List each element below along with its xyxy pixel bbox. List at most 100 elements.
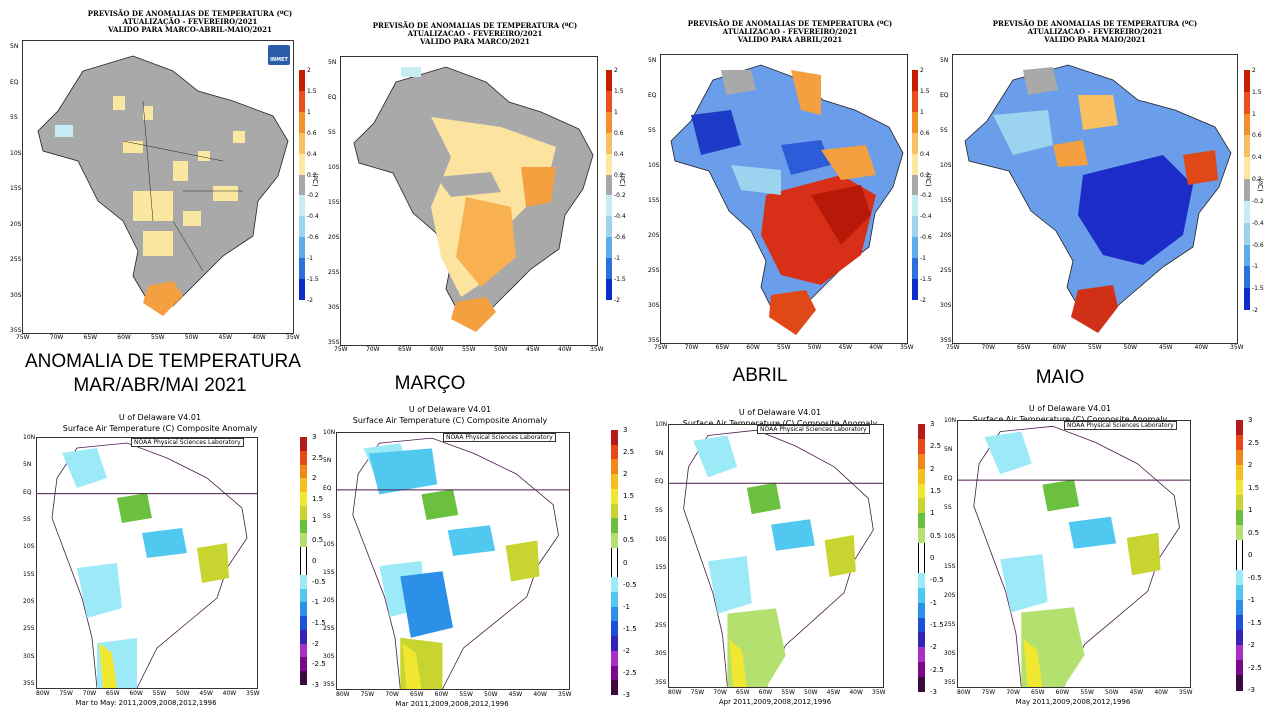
colorbar-segment	[912, 132, 918, 155]
colorbar-segment	[918, 498, 925, 514]
colorbar-label: -0.4	[920, 213, 932, 221]
colorbar-label: 2	[1248, 461, 1253, 469]
colorbar-label: 0	[623, 558, 628, 567]
colorbar-label: 1.5	[614, 87, 624, 95]
colorbar-segment	[912, 153, 918, 176]
lon-tick: 50W	[1105, 689, 1119, 696]
colorbar-label: 0.2	[614, 171, 624, 179]
colorbar-segment	[611, 503, 618, 519]
colorbar-segment	[300, 533, 307, 548]
lon-tick: 45W	[1129, 689, 1144, 696]
anomaly-blob	[1042, 479, 1080, 512]
lat-tick: 5S	[10, 114, 18, 121]
colorbar-segment	[611, 680, 618, 696]
colorbar-label: 2.5	[1248, 438, 1260, 447]
colorbar-label: 0.2	[1252, 176, 1262, 184]
colorbar-label: -0.2	[1252, 197, 1264, 205]
lat-tick: 25S	[323, 625, 335, 632]
lat-tick: 10N	[23, 434, 36, 441]
lon-tick: 35W	[590, 346, 604, 353]
colorbar-segment	[1236, 555, 1243, 571]
anomaly-blob	[824, 535, 856, 577]
colorbar-label: -3	[312, 681, 319, 689]
map-title: PREVISÃO DE ANOMALIAS DE TEMPERATURA (ºC…	[360, 22, 590, 46]
lat-tick: EQ	[10, 78, 19, 86]
colorbar-segment	[300, 643, 307, 658]
colorbar-label: -1	[623, 602, 630, 611]
lon-tick: 35W	[900, 344, 914, 351]
map-title: PREVISÃO DE ANOMALIAS DE TEMPERATURA (ºC…	[60, 10, 320, 34]
anomaly-blob	[746, 482, 781, 515]
colorbar-label: -2.5	[930, 665, 944, 674]
anomaly-blob	[693, 435, 738, 478]
colorbar-segment	[611, 562, 618, 578]
lat-tick: 15S	[940, 197, 952, 204]
colorbar-label: -0.2	[307, 192, 319, 200]
brazil-map-svg	[670, 64, 904, 335]
colorbar-segment	[611, 488, 618, 505]
colorbar-unit: (ºC)	[1256, 178, 1264, 192]
colorbar-segment	[912, 216, 918, 238]
lat-tick: 25S	[328, 269, 340, 276]
colorbar-label: 2.5	[312, 453, 324, 462]
colorbar-segment	[1236, 630, 1243, 646]
colorbar-label: -2	[614, 297, 620, 304]
lon-tick: 55W	[781, 689, 795, 696]
lat-tick: 20S	[648, 232, 660, 239]
colorbar-label: 0.2	[920, 171, 930, 179]
colorbar-label: -1.5	[1252, 285, 1264, 293]
colorbar	[918, 424, 925, 693]
colorbar-segment	[912, 237, 918, 259]
colorbar-segment	[300, 671, 307, 686]
colorbar-label: 0.4	[1252, 154, 1262, 162]
colorbar-segment	[611, 518, 618, 534]
colorbar-segment	[918, 662, 925, 678]
title-line: Surface Air Temperature (C) Composite An…	[660, 418, 900, 429]
colorbar-label: 1.5	[307, 87, 317, 95]
lat-tick: 35S	[328, 339, 340, 346]
colorbar-segment	[300, 574, 307, 590]
lon-tick: 80W	[336, 691, 350, 698]
colorbar-segment	[912, 258, 918, 280]
colorbar-segment	[611, 459, 618, 475]
colorbar-label: 0.2	[307, 171, 317, 179]
colorbar-label: -0.2	[920, 192, 932, 200]
title-line: VALIDO PARA MARCO/2021	[420, 37, 530, 46]
colorbar-label: -2.5	[312, 660, 326, 669]
colorbar-segment	[1236, 615, 1243, 631]
colorbar-label: 0.4	[920, 150, 930, 158]
lat-tick: 30S	[10, 291, 22, 299]
lon-tick: 55W	[152, 690, 167, 697]
lon-tick: 40W	[222, 690, 237, 697]
colorbar-label: -1	[920, 255, 926, 263]
colorbar-label: 2	[623, 470, 628, 479]
colorbar-segment	[918, 632, 925, 648]
lat-tick: 5S	[328, 129, 336, 136]
colorbar-segment	[300, 629, 307, 645]
colorbar-label: 0.6	[307, 129, 317, 137]
colorbar-segment	[300, 437, 307, 452]
caption-march: MARÇO	[394, 373, 466, 394]
colorbar-segment	[918, 587, 925, 604]
colorbar-label: 0.5	[312, 536, 324, 545]
lat-tick: 20S	[655, 593, 667, 600]
colorbar	[606, 70, 612, 301]
colorbar-label: 1.5	[312, 495, 324, 503]
lon-tick: 50W	[494, 346, 508, 353]
colorbar-segment	[300, 616, 307, 631]
colorbar-segment	[299, 111, 305, 134]
colorbar-segment	[611, 650, 618, 667]
south-america-map-svg	[669, 429, 883, 687]
lon-tick: 75W	[59, 690, 73, 697]
title-line: ATUALIZACAO - FEVEREIRO/2021	[407, 29, 543, 38]
colorbar-label: 1.5	[1252, 88, 1262, 96]
colorbar-label: 1	[930, 509, 935, 518]
title-line: VALIDO PARA MAIO/2021	[1044, 35, 1146, 44]
south-america-map-svg	[337, 437, 569, 689]
brazil-map-svg	[353, 66, 594, 332]
colorbar-segment	[299, 216, 305, 238]
title-line: U of Delaware V4.01	[408, 405, 492, 414]
colorbar-label: -0.5	[1248, 573, 1262, 582]
